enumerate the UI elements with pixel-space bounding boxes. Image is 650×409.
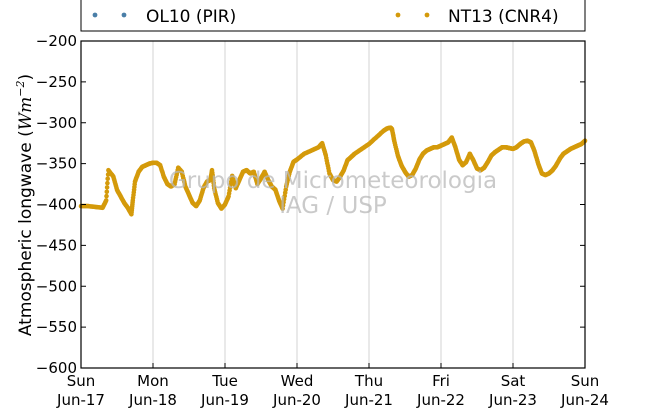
x-tick-day-4: Thu: [354, 372, 383, 390]
y-axis-ticks: −200 −250 −300 −350 −400 −450 −500 −550 −600: [36, 32, 585, 377]
legend-marker-nt13-2: [424, 12, 430, 18]
legend-box: [80, 0, 586, 32]
data-point-1-28: [103, 198, 109, 203]
y-tick-label-5: −450: [36, 236, 77, 254]
y-axis-label: Atmospheric longwave (Wm−2): [14, 74, 36, 336]
y-tick-label-7: −550: [36, 318, 77, 336]
legend-label-nt13: NT13 (CNR4): [448, 7, 559, 27]
y-tick-label-2: −300: [36, 114, 77, 132]
y-tick-label-6: −500: [36, 277, 77, 295]
y-tick-label-8: −600: [36, 359, 77, 377]
y-axis-label-text: Atmospheric longwave (: [16, 130, 36, 336]
x-tick-date-1: Jun-18: [128, 391, 177, 409]
data-point-1-33: [105, 176, 110, 182]
x-tick-date-6: Jun-23: [488, 391, 537, 409]
y-tick-label-3: −350: [36, 155, 77, 173]
x-tick-day-2: Tue: [211, 372, 238, 390]
x-tick-date-3: Jun-20: [272, 391, 321, 409]
data-point-1-30: [104, 189, 110, 195]
y-tick-label-0: −200: [36, 32, 77, 50]
grid-lines: [152, 41, 514, 368]
x-tick-date-5: Jun-22: [416, 391, 465, 409]
x-tick-date-4: Jun-21: [344, 391, 393, 409]
legend-marker-ol10-1: [92, 12, 98, 18]
legend-label-ol10: OL10 (PIR): [146, 7, 236, 27]
x-tick-day-0: Sun: [67, 372, 96, 390]
y-axis-label-exponent: −2: [14, 80, 27, 96]
legend: OL10 (PIR) NT13 (CNR4): [80, 0, 586, 32]
x-tick-date-2: Jun-19: [200, 391, 249, 409]
data-point-1-31: [104, 185, 110, 190]
x-tick-day-7: Sun: [571, 372, 600, 390]
x-tick-day-5: Fri: [432, 372, 450, 390]
data-point-1-29: [104, 193, 109, 199]
x-tick-day-1: Mon: [137, 372, 169, 390]
watermark: Grupo de Micrometeorologia IAG / USP: [169, 168, 497, 219]
x-tick-day-6: Sat: [501, 372, 526, 390]
data-point-1-32: [105, 180, 110, 186]
x-axis-ticks: SunJun-17MonJun-18TueJun-19WedJun-20ThuJ…: [56, 363, 609, 409]
x-tick-day-3: Wed: [281, 372, 314, 390]
legend-marker-nt13-1: [395, 12, 401, 18]
watermark-line-2: IAG / USP: [279, 193, 387, 219]
x-tick-date-0: Jun-17: [56, 391, 105, 409]
y-tick-label-1: −250: [36, 73, 77, 91]
watermark-line-1: Grupo de Micrometeorologia: [169, 168, 497, 194]
legend-marker-ol10-2: [121, 12, 127, 18]
y-tick-label-4: −400: [36, 196, 77, 214]
x-tick-date-7: Jun-24: [560, 391, 609, 409]
y-axis-label-unit: Wm: [16, 97, 36, 131]
data-points: [78, 125, 588, 217]
y-axis-label-close: ): [16, 74, 36, 81]
